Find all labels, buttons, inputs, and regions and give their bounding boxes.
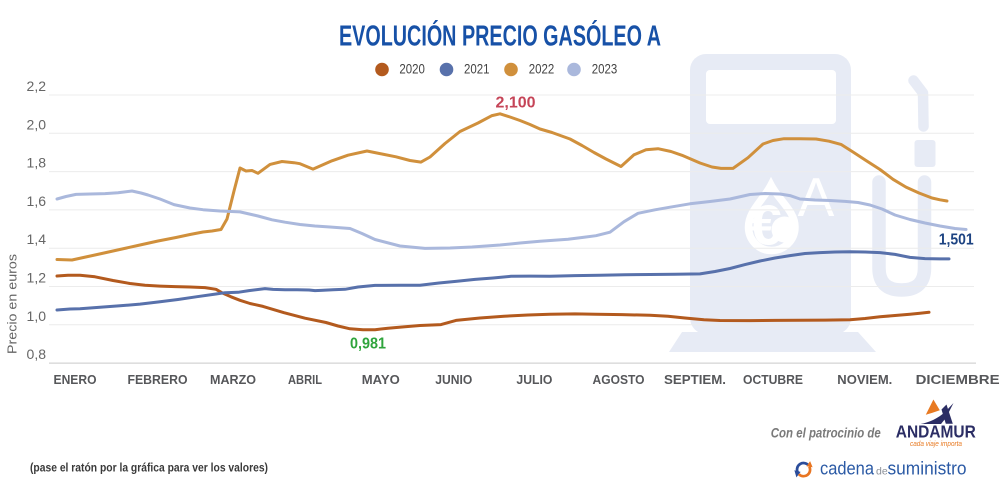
svg-text:(pase el ratón por la gráfica: (pase el ratón por la gráfica para ver l…: [30, 461, 268, 475]
svg-text:A: A: [798, 166, 835, 228]
svg-text:2,2: 2,2: [27, 78, 47, 94]
svg-text:ANDAMUR: ANDAMUR: [896, 422, 976, 442]
svg-text:2,0: 2,0: [27, 116, 47, 132]
svg-text:suministro: suministro: [888, 458, 967, 479]
svg-text:2020: 2020: [399, 62, 425, 77]
svg-text:1,4: 1,4: [27, 231, 47, 247]
svg-text:Con el patrocinio de: Con el patrocinio de: [771, 426, 881, 441]
svg-text:JULIO: JULIO: [516, 372, 552, 387]
svg-text:2023: 2023: [592, 62, 618, 77]
svg-text:Precio en euros: Precio en euros: [5, 253, 20, 354]
svg-text:2021: 2021: [464, 62, 490, 77]
svg-text:SEPTIEM.: SEPTIEM.: [664, 372, 726, 387]
svg-text:AGOSTO: AGOSTO: [593, 372, 645, 387]
svg-text:2,100: 2,100: [496, 95, 536, 112]
svg-text:1,2: 1,2: [27, 270, 47, 286]
svg-text:1,6: 1,6: [27, 193, 47, 209]
svg-text:FEBRERO: FEBRERO: [128, 372, 188, 387]
svg-text:MAYO: MAYO: [362, 372, 400, 387]
svg-text:ENERO: ENERO: [54, 372, 97, 387]
svg-text:0,8: 0,8: [27, 346, 47, 362]
svg-text:1,8: 1,8: [27, 155, 47, 171]
svg-text:1,501: 1,501: [939, 232, 974, 249]
svg-text:JUNIO: JUNIO: [435, 372, 472, 387]
svg-text:2022: 2022: [529, 62, 555, 77]
svg-text:de: de: [876, 466, 888, 478]
svg-text:EVOLUCIÓN PRECIO GASÓLEO A: EVOLUCIÓN PRECIO GASÓLEO A: [339, 19, 661, 53]
svg-text:cadena: cadena: [820, 458, 875, 479]
svg-text:1,0: 1,0: [27, 308, 47, 324]
svg-text:€: €: [750, 194, 782, 258]
svg-text:OCTUBRE: OCTUBRE: [743, 372, 803, 387]
svg-text:cada viaje importa: cada viaje importa: [910, 441, 962, 448]
svg-text:MARZO: MARZO: [210, 372, 256, 387]
svg-text:ABRIL: ABRIL: [288, 372, 322, 387]
svg-text:NOVIEM.: NOVIEM.: [837, 372, 892, 387]
svg-text:0,981: 0,981: [350, 336, 386, 353]
svg-text:DICIEMBRE: DICIEMBRE: [916, 372, 1000, 387]
